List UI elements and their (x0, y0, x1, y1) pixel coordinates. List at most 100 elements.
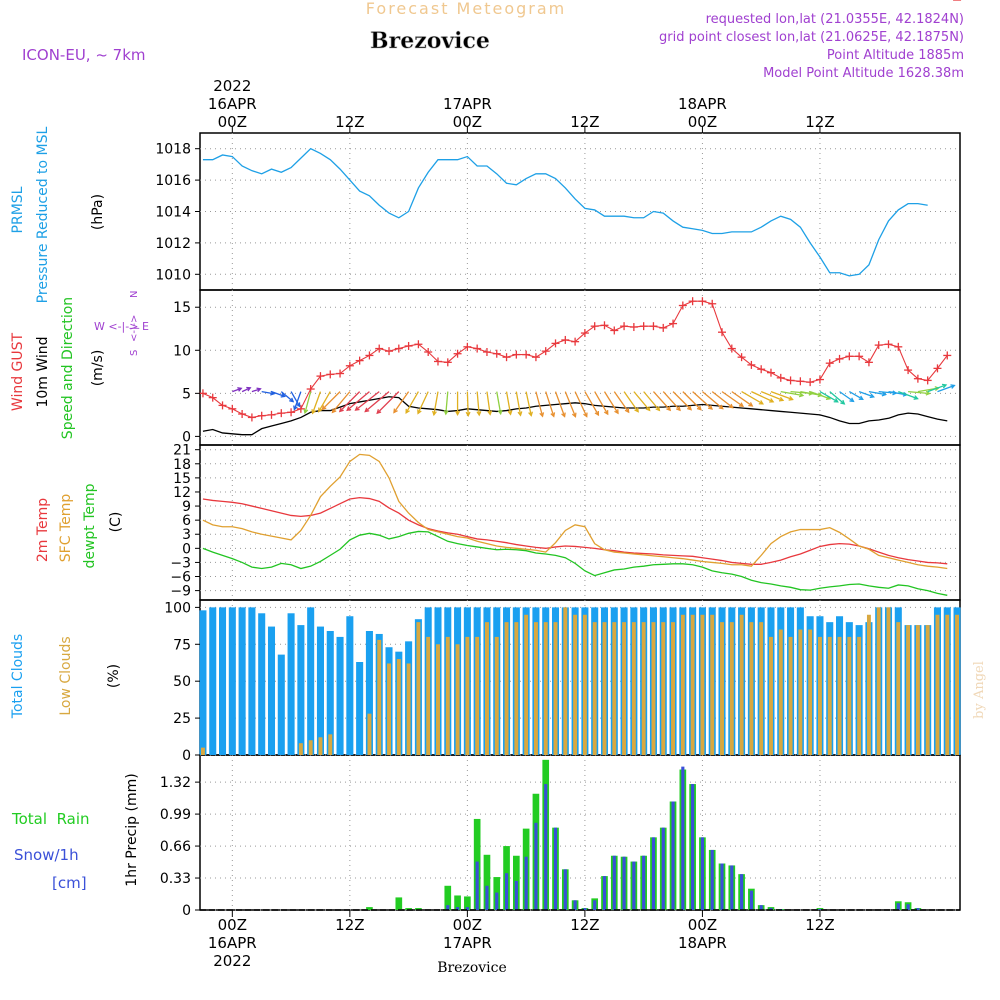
date-label-bottom: 17APR (443, 934, 492, 952)
low-cloud-bar (935, 614, 940, 755)
wind-arrow (331, 391, 351, 413)
snow-bar (906, 904, 910, 910)
low-cloud-bar (896, 622, 901, 755)
wind-arrow (486, 391, 491, 415)
low-cloud-bar (445, 636, 450, 755)
total-cloud-bar (228, 607, 236, 755)
low-cloud-bar (602, 622, 607, 755)
snow-bar (681, 766, 685, 910)
wind-labels: Wind GUST 10m Wind Speed and Direction (… (10, 291, 149, 440)
sfc-temp-line (202, 453, 948, 570)
wind-arrow (868, 390, 886, 396)
wind-arrow-head (858, 395, 864, 401)
low-cloud-bar (837, 636, 842, 755)
wind-arrow-head (476, 411, 482, 417)
year-label-top: 2022 (213, 77, 251, 95)
total-cloud-bar (258, 613, 266, 755)
low-cloud-bar (700, 614, 705, 755)
ytick-label: 0.99 (160, 807, 191, 823)
time-label-bottom: 12Z (570, 916, 599, 934)
wind-arrow (525, 391, 532, 416)
snow-bar (524, 856, 528, 910)
snow-bar (769, 908, 773, 910)
wind-arrow (711, 391, 734, 409)
dewpt-line (202, 530, 948, 596)
low-cloud-bar (720, 622, 724, 755)
wind-arrow-head (738, 402, 745, 408)
snow-bar (710, 849, 714, 910)
wind-arrow (535, 391, 544, 417)
wind-arrow-head (237, 387, 243, 392)
wind-arrow (721, 391, 744, 407)
low-cloud-bar (729, 622, 734, 755)
ytick-label: 50 (173, 674, 191, 690)
snow-bar (896, 903, 900, 910)
wind-arrow-head (497, 409, 503, 416)
low-cloud-bar (436, 644, 440, 755)
wind-arrow-head (675, 406, 681, 412)
wind-arrow (927, 384, 947, 393)
low-cloud-bar (573, 614, 578, 755)
low-cloud-bar (416, 622, 421, 755)
wind-arrow (584, 391, 599, 416)
low-cloud-bar (641, 622, 646, 755)
wind-arrow-head (778, 396, 785, 402)
watermark: by Angel (972, 661, 987, 719)
low-cloud-bar (671, 622, 675, 755)
rain-bar (444, 885, 452, 910)
snow-bar (465, 907, 469, 910)
low-cloud-bar (553, 622, 558, 755)
wind-arrow-head (256, 387, 262, 393)
low-cloud-bar (915, 625, 920, 755)
wind-arrow-head (376, 409, 382, 415)
wind-arrow-head (331, 408, 337, 414)
low-clouds-label: Low Clouds (58, 636, 74, 715)
wind-arrow-head (718, 404, 724, 410)
low-cloud-bar (318, 737, 323, 755)
precip-ylabel: 1hr Precip (mm) (124, 773, 140, 886)
wind-arrow-head (941, 383, 948, 389)
wind-arrow (633, 391, 651, 411)
snow-bar (916, 908, 920, 910)
pressure-line (202, 147, 928, 277)
ytick-label: 21 (173, 443, 191, 459)
low-cloud-bar (533, 622, 538, 755)
low-cloud-bar (406, 663, 411, 755)
wind-arrow-head (950, 384, 956, 389)
wind-arrow (829, 391, 845, 405)
wind-arrow (311, 391, 322, 414)
wind-arrow-head (295, 402, 301, 408)
total-cloud-bar (267, 626, 276, 755)
wind-arrow (476, 391, 480, 416)
wind-arrow (741, 391, 764, 405)
total-cloud-bar (356, 662, 364, 755)
low-cloud-bar (690, 614, 695, 755)
snow-bar (534, 822, 538, 910)
total-cloud-bar (199, 610, 207, 755)
wind-arrow-head (833, 398, 839, 403)
wind-arrow (672, 391, 692, 411)
wind-arrow-head (687, 405, 693, 411)
wind-arrow-head (925, 390, 931, 396)
wind-arrow (751, 391, 774, 403)
wind-arrow (682, 391, 702, 411)
wind-arrow (393, 391, 410, 413)
total-cloud-bar (277, 654, 285, 755)
wind-arrow-head (913, 395, 919, 400)
ytick-label: 5 (182, 386, 191, 402)
wind-arrow (760, 391, 784, 402)
prmsl-desc-label: Pressure Reduced to MSL (35, 126, 51, 303)
wind-arrow (346, 391, 370, 411)
wind-arrow-head (707, 405, 713, 410)
wind-unit: (m/s) (90, 350, 106, 387)
ytick-label: 1014 (155, 205, 191, 221)
wind-arrow-head (840, 399, 846, 405)
time-label-bottom: 12Z (335, 916, 364, 934)
date-label-top: 17APR (443, 95, 492, 113)
wind-arrow (849, 391, 864, 400)
sfc-label: SFC Temp (58, 494, 74, 563)
wind-arrow-head (748, 402, 754, 407)
snow-bar (583, 908, 587, 910)
time-label-bottom: 00Z (218, 916, 247, 934)
